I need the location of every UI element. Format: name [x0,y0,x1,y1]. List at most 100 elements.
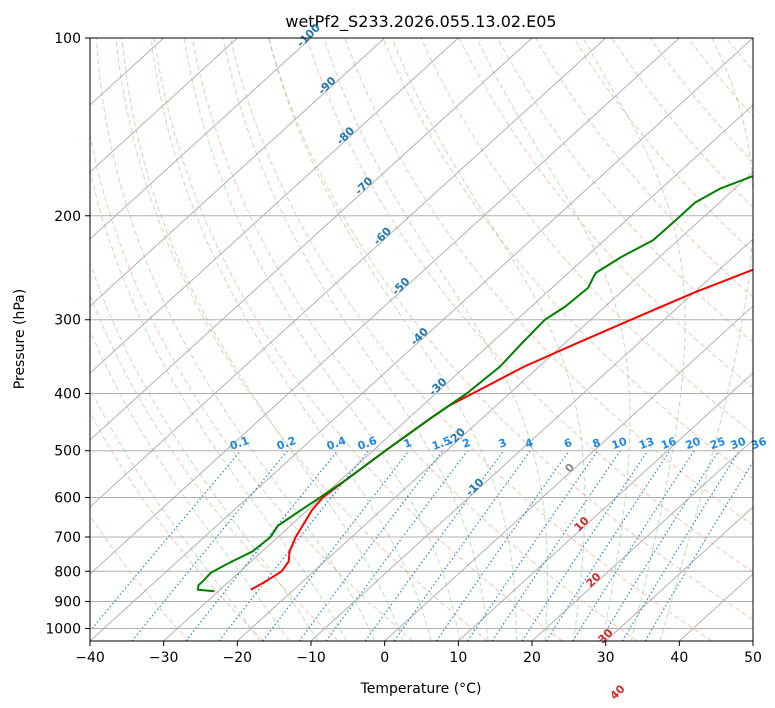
plot-frame [89,37,754,642]
dewpoint-line [196,174,753,593]
dry-adiabat [90,514,190,641]
isotherm-line [163,104,753,641]
isotherm-label: -90 [315,74,338,97]
isotherm-label: -60 [371,224,394,247]
mixing-ratio-label: 13 [637,435,656,452]
dry-adiabat [687,38,753,118]
mixing-ratio-line [435,450,570,641]
isotherm-line [457,372,753,641]
moist-adiabat [90,329,290,641]
y-tick-label: 600 [54,490,81,506]
x-axis-title: Temperature (°C) [360,681,482,697]
dry-adiabat [535,38,753,298]
mixing-ratio-label: 1.5 [430,434,453,453]
isotherm-line [236,171,753,641]
isotherm-label: 20 [584,570,604,590]
moist-adiabat [268,38,517,641]
mixing-ratio-line [572,450,695,641]
isotherm-label: -50 [389,275,412,298]
y-tick-label: 700 [54,530,81,546]
x-tick-label: 30 [597,650,615,666]
isotherm-line [90,38,386,307]
x-tick-label: 40 [670,650,688,666]
dry-adiabat [90,132,414,641]
isotherm-line [752,640,753,641]
mixing-ratio-label: 20 [684,435,703,453]
mixing-ratio-line [491,450,621,641]
x-tick-label: 20 [523,650,541,666]
mixing-ratio-label: 10 [610,435,629,453]
dry-adiabat [268,38,753,621]
y-tick-label: 400 [54,387,81,403]
mixing-ratio-line [185,450,339,641]
mixing-ratio-label: 2 [461,436,473,451]
isotherm-label: -40 [408,325,431,348]
moist-adiabat [150,38,432,641]
mixing-ratio-label: 1 [402,436,414,451]
isotherm-label: 40 [608,682,628,702]
moist-adiabat [323,38,548,641]
isotherm-line [90,38,607,508]
mixing-ratio-line [393,450,531,641]
mixing-ratio-line [545,450,671,641]
mixing-ratio-line [467,450,599,641]
sounding-series [196,174,753,593]
mixing-ratio-label: 0.2 [275,434,298,453]
y-tick-label: 800 [54,564,81,580]
isotherm-line [384,305,753,641]
dry-adiabat [496,38,753,344]
mixing-ratio-line [262,450,410,641]
mixing-ratio-label: 4 [523,436,535,451]
mixing-ratio-labels: 0.1 0.2 0.4 0.6 1 1.5 2 3 4 6 8 10 13 16 20 25 30 36 [228,434,768,453]
mixing-ratio-label: 25 [708,435,727,452]
isotherm-line [531,439,753,641]
chart-title: wetPf2_S233.2026.055.13.02.E05 [285,12,556,32]
y-tick-label: 900 [54,594,81,610]
moist-adiabat [659,38,753,641]
mixing-ratio-label: 0.4 [325,434,348,453]
background-lines [90,38,775,641]
mixing-ratio-label: 16 [659,435,678,453]
isotherm-line [90,38,680,575]
mixing-ratio-label: 3 [497,436,509,451]
isotherm-line [605,506,753,641]
isotherm-line [90,38,753,641]
dry-adiabat [726,38,753,72]
mixing-ratio-line [298,450,444,641]
y-tick-label: 100 [54,31,81,47]
x-axis: −40 −30 −20 −10 0 10 20 30 40 50 [75,641,762,666]
mixing-ratio-label: 36 [749,435,768,453]
y-tick-label: 1000 [45,621,81,637]
x-tick-label: 50 [744,650,762,666]
moist-adiabat [90,168,347,641]
x-tick-label: −30 [149,650,179,666]
isotherm-line [310,238,753,641]
mixing-ratio-line [521,450,649,641]
dry-adiabat [153,38,563,641]
dry-adiabat [115,38,488,641]
mixing-ratio-line [131,450,289,641]
dry-adiabat [765,38,775,641]
mixing-ratio-label: 0.6 [356,434,379,453]
mixing-ratio-line [325,450,468,641]
moist-adiabat [582,38,686,641]
y-axis: 100 200 300 400 500 600 700 800 900 1000 [45,31,90,637]
mixing-ratio-line [599,450,720,641]
moist-adiabat [90,260,319,641]
mixing-ratio-line [621,450,740,641]
mixing-ratio-label: 0.1 [228,434,251,453]
isotherm-label: -30 [426,375,449,398]
dry-adiabat [649,38,753,163]
x-tick-label: 0 [380,650,389,666]
x-tick-label: −10 [296,650,326,666]
isotherm-line [90,38,533,441]
mixing-ratio-label: 6 [562,436,574,451]
isotherm-label: -70 [352,174,375,197]
dry-adiabat [229,38,712,641]
moist-adiabat [183,38,461,641]
temperature-line [250,268,753,591]
y-tick-label: 200 [54,209,81,225]
dry-adiabat [420,38,753,434]
y-tick-label: 300 [54,313,81,329]
